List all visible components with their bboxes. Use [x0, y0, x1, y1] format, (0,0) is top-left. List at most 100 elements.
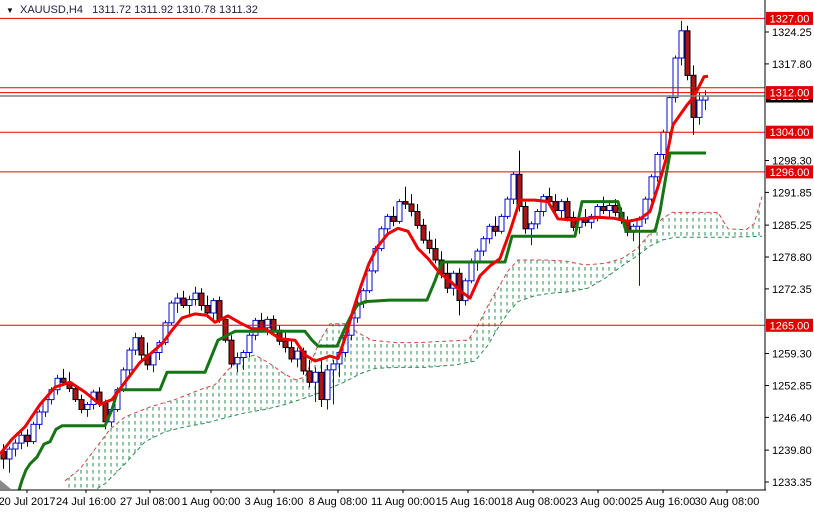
y-tick-label[interactable]: 1259.30	[772, 349, 812, 361]
y-tick-label[interactable]: 1252.85	[772, 381, 812, 393]
candle-down	[414, 211, 421, 226]
candle-down	[564, 201, 571, 218]
x-tick-label[interactable]: 24 Jul 16:00	[56, 496, 116, 508]
y-tick-label[interactable]: 1291.85	[772, 187, 812, 199]
candle-up	[312, 371, 319, 383]
candle-up	[186, 299, 193, 307]
candle-up	[132, 337, 139, 351]
candle-up	[12, 442, 19, 450]
candle-up	[678, 30, 685, 59]
candle-up	[240, 352, 247, 358]
plot-area[interactable]	[0, 17, 765, 501]
candle-down	[24, 434, 31, 443]
candle-up	[540, 196, 547, 213]
level-price-badge: 1304.00	[766, 125, 813, 139]
candle-up	[474, 250, 481, 262]
y-tick-label[interactable]: 1285.25	[772, 220, 812, 232]
y-tick-label[interactable]: 1278.80	[772, 252, 812, 264]
candle-up	[648, 176, 655, 200]
y-tick-label[interactable]: 1233.35	[772, 477, 812, 489]
candle-up	[162, 322, 169, 344]
candle-up	[384, 215, 391, 230]
x-tick-label[interactable]: 23 Aug 00:00	[566, 496, 631, 508]
level-price-badge: 1265.00	[766, 318, 813, 332]
candle-up	[210, 300, 217, 314]
ichimoku-cloud	[65, 196, 762, 490]
y-tick-label[interactable]: 1272.35	[772, 284, 812, 296]
candle-up	[330, 363, 337, 371]
candle-up	[174, 297, 181, 304]
x-tick-label[interactable]: 18 Aug 08:00	[501, 496, 566, 508]
candle-up	[534, 211, 541, 225]
candle-up	[468, 260, 475, 282]
candle-up	[510, 173, 517, 200]
candle-down	[282, 340, 289, 349]
candle-down	[684, 30, 691, 76]
candle-down	[492, 225, 499, 232]
x-tick-label[interactable]: 8 Aug 08:00	[309, 496, 368, 508]
candle-up	[6, 448, 13, 460]
svg-text:1327.00: 1327.00	[770, 13, 810, 25]
candle-up	[498, 215, 505, 232]
candle-down	[306, 370, 313, 383]
candle-up	[246, 334, 253, 354]
candle-down	[318, 371, 325, 400]
svg-text:1312.00: 1312.00	[770, 88, 810, 100]
y-tick-label[interactable]: 1246.40	[772, 412, 812, 424]
candle-up	[660, 131, 667, 155]
candle-down	[204, 305, 211, 314]
y-tick-label[interactable]: 1324.25	[772, 27, 812, 39]
y-tick-label[interactable]: 1298.30	[772, 156, 812, 168]
axes[interactable]: 1324.25 1317.80 1298.30 1291.85 1285.25 1278.…	[0, 0, 813, 508]
candle-down	[78, 399, 85, 411]
svg-text:1304.00: 1304.00	[770, 127, 810, 139]
x-tick-label[interactable]: 3 Aug 16:00	[245, 496, 304, 508]
candle-up	[672, 57, 679, 99]
tenkan-sen-line	[0, 74, 709, 455]
x-tick-label[interactable]: 30 Aug 08:00	[695, 496, 760, 508]
x-tick-label[interactable]: 20 Jul 2017	[0, 496, 55, 508]
candle-down	[426, 239, 433, 250]
candle-up	[594, 206, 601, 217]
candle-down	[402, 201, 409, 205]
candle-down	[600, 206, 607, 211]
senkou-span-b-line	[93, 235, 763, 490]
collapse-arrow-icon[interactable]: ▼	[6, 5, 14, 15]
candle-up	[294, 350, 301, 360]
chart-shift-marker-icon	[0, 480, 11, 489]
x-tick-label[interactable]: 11 Aug 00:00	[371, 496, 435, 508]
x-tick-label[interactable]: 25 Aug 16:00	[631, 496, 696, 508]
candle-down	[60, 377, 67, 383]
candle-down	[198, 292, 205, 307]
candle-down	[216, 300, 223, 320]
candle-up	[396, 201, 403, 222]
candle-up	[366, 270, 373, 292]
y-tick-label[interactable]: 1239.80	[772, 445, 812, 457]
candle-up	[30, 423, 37, 443]
candle-up	[606, 205, 613, 211]
level-price-badge: 1296.00	[766, 165, 813, 179]
candle-down	[408, 203, 415, 212]
candle-up	[324, 369, 331, 401]
x-tick-label[interactable]: 15 Aug 16:00	[436, 496, 501, 508]
candle-down	[138, 337, 145, 356]
candle-down	[258, 319, 265, 329]
y-tick-label[interactable]: 1317.80	[772, 59, 812, 71]
candle-down	[72, 388, 79, 401]
level-price-badge: 1312.00	[766, 86, 813, 100]
candles-layer	[0, 20, 709, 473]
candle-down	[432, 248, 439, 261]
candle-down	[288, 347, 295, 360]
x-tick-label[interactable]: 1 Aug 00:00	[182, 496, 241, 508]
candle-down	[228, 339, 235, 365]
x-tick-label[interactable]: 27 Jul 08:00	[120, 496, 180, 508]
chart-header: ▼ XAUUSD,H4 1311.72 1311.92 1310.78 1311…	[6, 4, 258, 16]
candle-up	[168, 302, 175, 324]
candle-up	[234, 357, 241, 365]
candle-down	[522, 206, 529, 230]
candle-down	[180, 297, 187, 307]
candle-down	[552, 201, 559, 212]
candle-down	[420, 224, 427, 241]
candle-up	[642, 198, 649, 220]
